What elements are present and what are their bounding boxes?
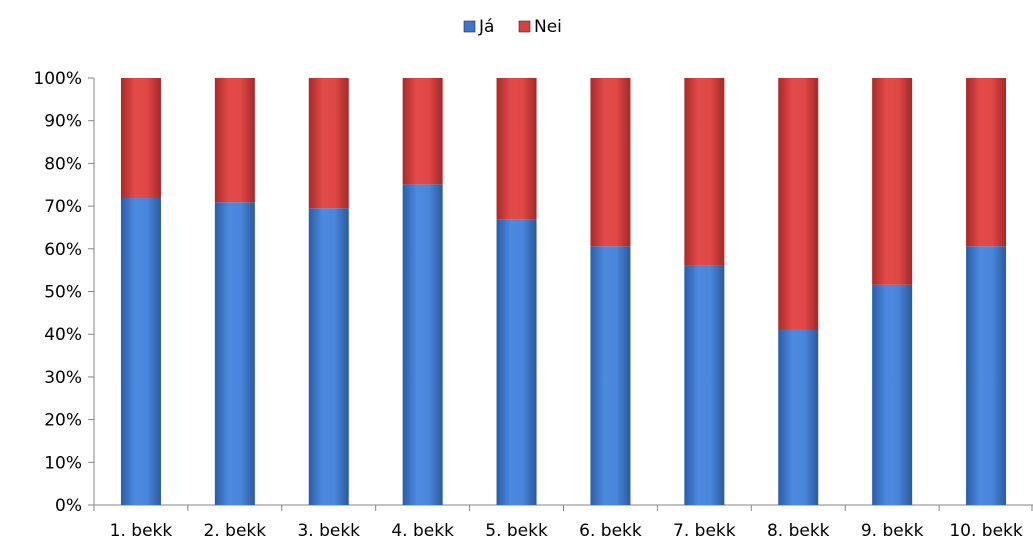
y-axis: 0% 10% 20% 30% 40% 50% 60% 70% 80% 90% 100% xyxy=(33,69,95,516)
bar-nei xyxy=(120,78,161,198)
x-tick-label: 1. bekk xyxy=(110,521,173,541)
bar-ja xyxy=(496,219,537,505)
bar-ja xyxy=(402,184,443,505)
y-tick-label: 60% xyxy=(44,240,82,260)
bar-nei xyxy=(590,78,631,247)
y-tick-label: 100% xyxy=(33,69,82,89)
bar-ja xyxy=(966,246,1007,505)
bar-nei xyxy=(308,78,349,209)
bar-ja xyxy=(590,246,631,505)
y-tick-label: 80% xyxy=(44,154,82,174)
y-tick-label: 20% xyxy=(44,411,82,431)
x-axis: 1. bekk 2. bekk 3. bekk 4. bekk 5. bekk 6. be… xyxy=(93,504,1033,541)
y-tick-label: 50% xyxy=(44,283,82,303)
x-tick-label: 5. bekk xyxy=(485,521,548,541)
bar-ja xyxy=(684,265,725,505)
bar-nei xyxy=(872,78,913,285)
x-tick-label: 3. bekk xyxy=(297,521,360,541)
bar-nei xyxy=(684,78,725,266)
bar-nei xyxy=(778,78,819,330)
bars xyxy=(120,78,1007,506)
bar-ja xyxy=(872,284,913,505)
x-tick-label: 9. bekk xyxy=(861,521,924,541)
legend-swatch-nei xyxy=(518,20,531,33)
bar-nei xyxy=(214,78,255,203)
x-tick-label: 2. bekk xyxy=(204,521,267,541)
y-tick-label: 40% xyxy=(44,325,82,345)
legend-label: Já xyxy=(478,17,494,37)
y-tick-label: 10% xyxy=(44,453,82,473)
legend-label: Nei xyxy=(534,17,562,37)
bar-ja xyxy=(214,202,255,505)
bar-nei xyxy=(402,78,443,185)
x-tick-label: 4. bekk xyxy=(391,521,454,541)
y-tick-label: 30% xyxy=(44,368,82,388)
x-tick-label: 10. bekk xyxy=(949,521,1023,541)
y-tick-label: 70% xyxy=(44,197,82,217)
bar-nei xyxy=(966,78,1007,247)
x-tick-label: 7. bekk xyxy=(673,521,736,541)
bar-ja xyxy=(308,208,349,506)
bar-ja xyxy=(778,329,819,505)
y-tick-label: 0% xyxy=(55,496,82,516)
x-tick-label: 6. bekk xyxy=(579,521,642,541)
bar-nei xyxy=(496,78,537,220)
y-tick-label: 90% xyxy=(44,112,82,132)
bar-ja xyxy=(120,197,161,505)
x-tick-label: 8. bekk xyxy=(767,521,830,541)
legend: Já Nei xyxy=(463,17,562,37)
legend-swatch-ja xyxy=(463,20,476,33)
